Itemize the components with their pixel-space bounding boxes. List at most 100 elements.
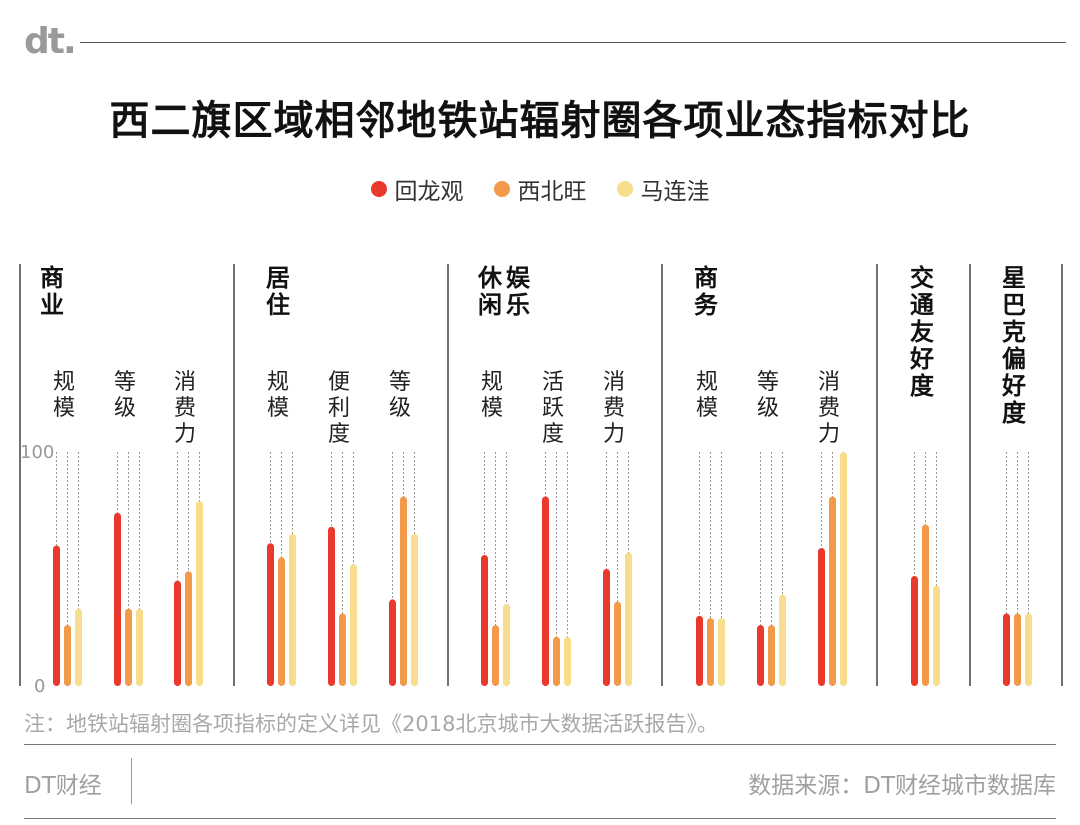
group-label: 交 (910, 264, 934, 292)
metric-label: 利 (328, 396, 350, 421)
bar-西北旺 (829, 496, 836, 686)
legend: 回龙观 西北旺 马连洼 (0, 172, 1080, 206)
legend-dot-icon (370, 181, 387, 197)
metric-label: 力 (818, 422, 840, 447)
group-label: 好 (1001, 372, 1026, 400)
bar-西北旺 (125, 608, 132, 686)
bar-马连洼 (718, 618, 725, 686)
metric-label: 等 (389, 370, 411, 395)
metric-label: 模 (267, 396, 289, 421)
group-label: 巴 (1002, 291, 1026, 319)
metric-label: 力 (174, 422, 196, 447)
metric-label: 费 (603, 396, 625, 421)
bar-西北旺 (1014, 613, 1021, 686)
bar-西北旺 (64, 625, 71, 686)
metric-label: 消 (818, 370, 840, 395)
bar-马连洼 (411, 533, 418, 686)
metric-label: 模 (696, 396, 718, 421)
group-label: 休 (477, 264, 503, 292)
group-label: 友 (910, 318, 934, 346)
bar-回龙观 (911, 576, 918, 686)
dt-logo: dt. (24, 21, 77, 62)
bar-马连洼 (933, 585, 940, 686)
group-label: 星 (1002, 264, 1026, 292)
metric-label: 规 (53, 370, 75, 395)
metric-label: 等 (757, 370, 779, 395)
bar-西北旺 (553, 636, 560, 686)
bar-马连洼 (136, 608, 143, 686)
bar-西北旺 (492, 625, 499, 686)
metric-label: 费 (174, 396, 196, 421)
bar-回龙观 (53, 545, 60, 686)
metric-label: 跃 (542, 396, 564, 421)
metric-label: 规 (267, 370, 289, 395)
bar-回龙观 (114, 512, 121, 686)
metric-label: 级 (389, 396, 411, 421)
bar-回龙观 (757, 625, 764, 686)
chart-title: 西二旗区域相邻地铁站辐射圈各项业态指标对比 (109, 98, 971, 144)
bar-马连洼 (350, 564, 357, 686)
legend-label: 西北旺 (517, 179, 587, 205)
bar-回龙观 (603, 569, 610, 686)
group-label: 商 (694, 264, 718, 292)
bar-马连洼 (75, 608, 82, 686)
group-label: 居 (266, 264, 290, 292)
group-label: 度 (910, 372, 935, 400)
data-source: 数据来源：DT财经城市数据库 (748, 773, 1056, 799)
top-divider (80, 42, 1066, 43)
bar-马连洼 (779, 594, 786, 686)
bar-回龙观 (818, 547, 825, 686)
metric-label: 度 (328, 422, 350, 447)
group-label: 娱 (506, 264, 531, 292)
bar-回龙观 (542, 496, 549, 686)
legend-label: 回龙观 (394, 179, 464, 205)
bar-回龙观 (267, 543, 274, 686)
metric-label: 模 (481, 396, 503, 421)
bar-回龙观 (389, 599, 396, 686)
bar-回龙观 (481, 554, 488, 686)
bar-西北旺 (614, 601, 621, 686)
bar-西北旺 (707, 618, 714, 686)
bar-回龙观 (174, 580, 181, 686)
footer-divider (24, 744, 1056, 745)
bar-西北旺 (339, 613, 346, 686)
group-label: 通 (910, 291, 934, 319)
legend-label: 马连洼 (640, 179, 710, 205)
metric-label: 规 (481, 370, 503, 395)
y-tick-label: 100 (20, 442, 54, 463)
metric-label: 度 (542, 422, 564, 447)
group-label: 度 (1002, 399, 1027, 427)
legend-item-xibeiwang: 西北旺 (493, 172, 587, 206)
bar-马连洼 (840, 452, 847, 686)
legend-item-malianwa: 马连洼 (616, 172, 710, 206)
group-label: 闲 (478, 291, 502, 319)
legend-dot-icon (493, 181, 510, 197)
bar-西北旺 (768, 625, 775, 686)
footnote: 注：地铁站辐射圈各项指标的定义详见《2018北京城市大数据活跃报告》。 (24, 712, 718, 736)
metric-label: 规 (696, 370, 718, 395)
legend-dot-icon (616, 181, 633, 197)
bar-回龙观 (696, 615, 703, 686)
metric-label: 力 (603, 422, 625, 447)
group-label: 乐 (506, 291, 530, 319)
bar-马连洼 (1025, 613, 1032, 686)
metric-label: 等 (114, 370, 136, 395)
metric-label: 级 (114, 396, 136, 421)
bar-马连洼 (625, 552, 632, 686)
group-label: 商 (40, 264, 64, 292)
bar-chart: 1000商业规模等级消费力居住规模便利度等级休闲娱乐规模活跃度消费力商务规模等级… (19, 264, 1063, 697)
bar-马连洼 (564, 636, 571, 686)
bar-马连洼 (196, 501, 203, 686)
bar-马连洼 (289, 533, 296, 686)
brand-name: DT财经 (24, 773, 102, 799)
bar-西北旺 (278, 557, 285, 686)
metric-label: 消 (603, 370, 625, 395)
metric-label: 模 (53, 396, 75, 421)
brand-separator (131, 758, 132, 804)
group-label: 务 (694, 291, 719, 319)
bar-回龙观 (328, 526, 335, 686)
bar-马连洼 (503, 604, 510, 686)
metric-label: 活 (542, 370, 564, 395)
metric-label: 费 (818, 396, 840, 421)
bar-回龙观 (1003, 613, 1010, 686)
